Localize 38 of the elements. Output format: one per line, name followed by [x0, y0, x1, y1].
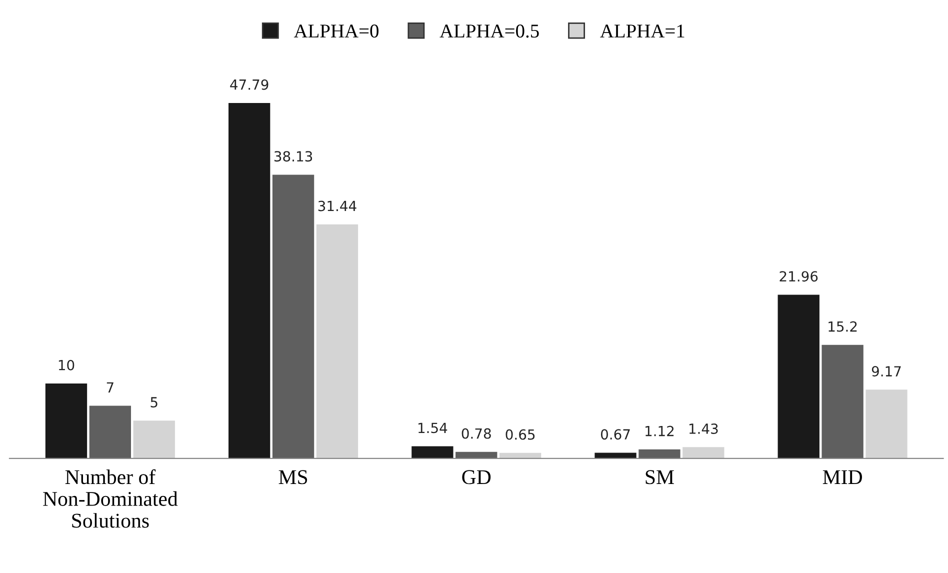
bar: [594, 452, 636, 458]
bar: [682, 447, 724, 458]
data-label: 47.79: [230, 79, 268, 90]
bar: [89, 406, 132, 458]
x-tick-label: MID: [822, 470, 862, 484]
legend-label: ALPHA=0.5: [440, 24, 539, 38]
bar: [133, 420, 175, 458]
data-label: 1.43: [689, 423, 718, 434]
data-label: 1.12: [646, 426, 674, 436]
bar: [45, 383, 88, 458]
legend-label: ALPHA=1: [600, 24, 684, 38]
bar: [778, 294, 820, 458]
data-label: 0.67: [600, 429, 630, 440]
bar: [638, 449, 680, 458]
bar: [456, 452, 498, 458]
x-tick-label: Number of Non-Dominated Solutions: [43, 469, 178, 528]
data-label: 21.96: [780, 271, 818, 282]
bar: [228, 102, 270, 458]
data-label: 5: [150, 397, 158, 408]
bar: [499, 452, 542, 458]
bar: [866, 390, 908, 458]
x-tick-label: GD: [462, 470, 491, 484]
bar: [272, 174, 314, 458]
data-label: 7: [106, 382, 114, 392]
data-label: 1.54: [418, 422, 448, 434]
data-label: 31.44: [318, 200, 356, 212]
data-label: 15.2: [828, 321, 857, 332]
bar: [316, 224, 358, 458]
bar: [412, 446, 454, 458]
bar: [822, 344, 864, 458]
legend-label: ALPHA=0: [294, 24, 378, 38]
data-label: 9.17: [872, 366, 901, 377]
data-label: 10: [58, 360, 74, 370]
data-label: 0.65: [506, 429, 535, 440]
x-tick-label: MS: [278, 470, 308, 484]
data-label: 0.78: [462, 428, 491, 439]
data-label: 38.13: [274, 151, 312, 162]
x-tick-label: SM: [646, 470, 674, 484]
